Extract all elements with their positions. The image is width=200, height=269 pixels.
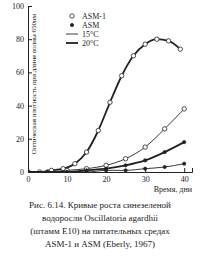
data-point xyxy=(124,169,127,172)
tick: 0 xyxy=(27,168,31,184)
data-point xyxy=(143,145,147,149)
legend-symbol xyxy=(70,23,73,26)
series-line xyxy=(28,39,180,172)
data-point xyxy=(163,165,166,168)
data-point xyxy=(28,170,30,172)
data-point xyxy=(84,150,88,154)
tick: 100 xyxy=(12,2,32,11)
data-point xyxy=(28,170,30,172)
series-line xyxy=(28,142,184,172)
data-point xyxy=(131,54,135,58)
legend-label: ASM xyxy=(82,21,99,30)
data-point xyxy=(182,107,186,111)
series-line xyxy=(28,109,184,172)
legend-label: ASM-1 xyxy=(82,12,106,21)
data-point xyxy=(178,47,182,51)
data-point xyxy=(28,170,30,172)
data-point xyxy=(28,170,30,172)
legend-item: 20°C xyxy=(66,39,99,48)
tick-label: 0 xyxy=(27,175,31,184)
chart: 0 10 20 30 40 0 20 40 60 80 100 ASM-1ASM15°C20°C Опт… xyxy=(0,0,200,269)
data-point xyxy=(45,170,49,172)
tick: 30 xyxy=(142,168,150,184)
tick-label: 20 xyxy=(103,175,111,184)
plot-area xyxy=(28,37,186,172)
data-point xyxy=(144,159,147,162)
legend-symbol xyxy=(70,14,74,18)
tick-label: 40 xyxy=(16,102,24,111)
caption: ASM-1 и ASM (Eberly, 1967) xyxy=(45,239,155,249)
legend: ASM-1ASM15°C20°C xyxy=(66,12,106,48)
data-point xyxy=(124,164,127,167)
series-line xyxy=(28,164,184,172)
data-point xyxy=(144,167,147,170)
tick-label: 80 xyxy=(16,35,24,44)
tick-label: 30 xyxy=(142,175,150,184)
data-point xyxy=(46,170,49,172)
y-axis: 0 20 40 60 80 100 xyxy=(12,2,32,177)
data-point xyxy=(183,141,186,144)
data-point xyxy=(166,39,170,43)
caption: Рис. 6.14. Кривые роста синезеленой xyxy=(29,200,171,210)
caption: водоросли Oscillatoria agardhii xyxy=(42,213,159,223)
tick-mark xyxy=(28,172,32,173)
legend-item: ASM-1 xyxy=(70,12,106,21)
caption: (штамм E10) на питательных средах xyxy=(30,226,170,236)
legend-label: 20°C xyxy=(82,39,99,48)
y-axis-title: Оптическая плотность при длине волны 650… xyxy=(30,13,38,154)
legend-label: 15°C xyxy=(82,30,99,39)
tick-label: 40 xyxy=(181,175,189,184)
tick-label: 60 xyxy=(16,68,24,77)
tick-label: 20 xyxy=(16,135,24,144)
data-point xyxy=(85,170,88,172)
tick-mark xyxy=(184,168,185,172)
legend-item: 15°C xyxy=(66,30,99,39)
tick-label: 0 xyxy=(20,168,24,177)
data-point xyxy=(104,169,107,172)
data-point xyxy=(183,162,186,165)
tick: 0 xyxy=(20,168,32,177)
data-point xyxy=(73,162,77,166)
data-point xyxy=(108,100,112,104)
data-point xyxy=(123,157,127,161)
data-point xyxy=(162,127,166,131)
tick-label: 100 xyxy=(12,2,24,11)
data-point xyxy=(65,170,68,172)
legend-symbol xyxy=(66,34,78,35)
legend-item: ASM xyxy=(70,21,99,30)
x-axis-title: Время, дни xyxy=(154,185,193,194)
data-point xyxy=(65,170,68,172)
data-point xyxy=(46,170,49,172)
data-point xyxy=(120,74,124,78)
tick-mark xyxy=(28,6,32,7)
tick: 40 xyxy=(181,168,189,184)
legend-symbol xyxy=(66,42,78,44)
tick-label: 10 xyxy=(64,175,72,184)
data-point xyxy=(163,150,166,153)
data-point xyxy=(96,128,100,132)
data-point xyxy=(155,37,159,41)
data-point xyxy=(143,42,147,46)
